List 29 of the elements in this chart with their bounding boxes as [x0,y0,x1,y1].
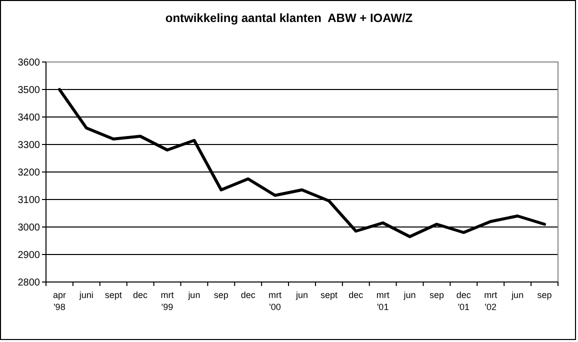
x-tick-label: jun [510,290,524,300]
x-tick-label: dec '01 [456,290,472,312]
x-tick-label: mrt '01 [376,290,390,312]
x-tick-label: sept [104,290,122,300]
y-tick-label: 3400 [18,112,40,124]
x-tick-label: sep [537,290,552,300]
y-tick-label: 3100 [18,195,40,206]
x-tick-label: jun [294,290,308,300]
x-tick-label: dec [133,290,148,300]
x-tick-label: sep [214,290,228,300]
y-tick-label: 3300 [18,140,40,151]
y-tick-label: 2800 [18,278,40,288]
chart-title: ontwikkeling aantal klanten ABW + IOAW/Z [165,11,413,25]
y-tick-label: 3200 [18,168,40,178]
x-tick-label: sept [320,290,338,300]
x-tick-label: mrt '00 [268,290,282,312]
y-tick-label: 3000 [18,222,40,234]
x-tick-label: mrt '99 [160,290,174,312]
x-tick-label: dec [240,290,256,300]
x-tick-label: sep [429,290,444,300]
y-tick-label: 3600 [18,58,40,68]
y-tick-label: 2900 [18,250,40,261]
x-tick-label: juni [78,290,94,300]
x-tick-label: apr '98 [52,290,66,312]
x-tick-label: mrt '02 [484,290,498,312]
x-tick-label: dec [348,290,364,300]
x-tick-label: jun [187,290,200,300]
x-tick-label: jun [402,290,416,300]
y-tick-label: 3500 [18,85,40,96]
